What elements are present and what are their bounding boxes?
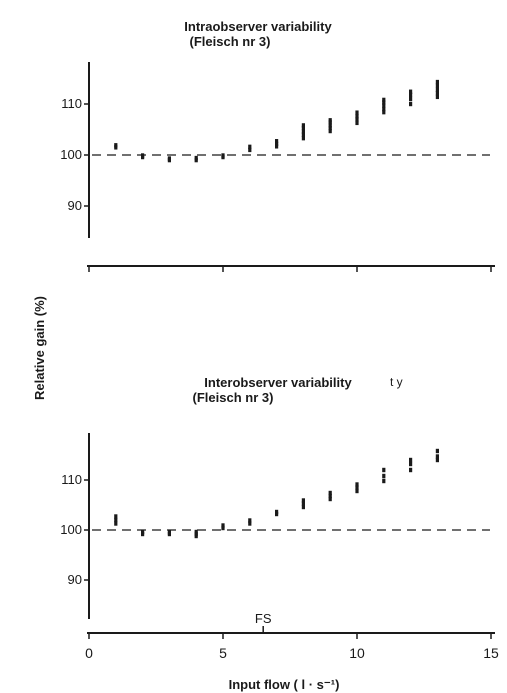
intraobserver-data-point: [382, 100, 386, 105]
x-tick-label: 15: [483, 645, 499, 661]
intraobserver-data-point: [328, 123, 332, 128]
intraobserver-y-tick-label: 90: [68, 198, 82, 213]
interobserver-data-point: [355, 488, 359, 494]
fs-label: FS: [255, 611, 272, 626]
intraobserver-data-point: [409, 92, 413, 98]
interobserver-y-tick-label: 110: [61, 472, 82, 487]
intraobserver-data-point: [194, 155, 198, 161]
interobserver-data-point: [114, 517, 118, 523]
intraobserver-data-point: [382, 97, 386, 103]
intraobserver-data-point: [435, 94, 439, 100]
intraobserver-data-point: [301, 125, 305, 131]
intraobserver-y-tick-label: 100: [60, 147, 82, 162]
intraobserver-data-point: [301, 129, 305, 134]
interobserver-data-point: [435, 454, 439, 459]
interobserver-y-tick-label: 100: [60, 522, 82, 537]
interobserver-data-point: [301, 501, 305, 506]
interobserver-points: [114, 448, 439, 539]
interobserver-data-point: [409, 461, 413, 467]
interobserver-x-ticks: [88, 633, 492, 639]
interobserver-data-point: [221, 523, 225, 528]
interobserver-data-point: [328, 493, 332, 499]
intraobserver-data-point: [355, 114, 359, 119]
intraobserver-data-point: [328, 128, 332, 134]
intraobserver-subtitle: (Fleisch nr 3): [190, 34, 271, 49]
intraobserver-data-point: [435, 91, 439, 96]
intraobserver-data-point: [382, 106, 386, 112]
interobserver-data-point: [301, 504, 305, 510]
interobserver-data-point: [248, 521, 252, 526]
interobserver-data-point: [382, 473, 386, 479]
intraobserver-points: [114, 79, 439, 163]
x-axis-label: Input flow ( l · s⁻¹): [229, 677, 340, 692]
intraobserver-data-point: [355, 120, 359, 126]
intraobserver-data-point: [409, 89, 413, 94]
x-tick-label: 0: [85, 645, 93, 661]
intraobserver-data-point: [382, 109, 386, 115]
interobserver-data-point: [382, 478, 386, 484]
intraobserver-data-point: [409, 96, 413, 102]
interobserver-data-point: [194, 529, 198, 535]
interobserver-data-point: [355, 482, 359, 487]
intraobserver-data-point: [435, 83, 439, 88]
intraobserver-data-point: [221, 153, 225, 158]
interobserver-data-point: [141, 529, 145, 535]
interobserver-data-point: [328, 490, 332, 496]
intraobserver-title: Intraobserver variability: [184, 19, 332, 34]
intraobserver-x-ticks: [88, 266, 492, 272]
intraobserver-data-point: [275, 141, 279, 146]
interobserver-data-point: [275, 509, 279, 515]
interobserver-panel: Interobserver variability t y (Fleisch n…: [60, 375, 499, 661]
intraobserver-data-point: [248, 144, 252, 150]
intraobserver-data-point: [435, 87, 439, 92]
intraobserver-y-ticks: 110 100 90: [60, 96, 89, 213]
interobserver-y-ticks: 110 100 90: [60, 472, 89, 587]
interobserver-data-point: [355, 485, 359, 490]
interobserver-title: Interobserver variability: [204, 375, 352, 390]
interobserver-data-point: [382, 467, 386, 473]
intraobserver-data-point: [435, 79, 439, 85]
intraobserver-data-point: [275, 139, 279, 144]
interobserver-data-point: [328, 496, 332, 502]
intraobserver-data-point: [328, 118, 332, 123]
interobserver-title-suffix: t y: [390, 375, 403, 389]
interobserver-data-point: [409, 467, 413, 473]
intraobserver-data-point: [248, 147, 252, 153]
intraobserver-data-point: [382, 103, 386, 108]
x-tick-labels: 0 5 10 15: [85, 645, 499, 661]
y-axis-label: Relative gain (%): [32, 296, 47, 400]
interobserver-data-point: [435, 457, 439, 463]
intraobserver-data-point: [301, 132, 305, 137]
interobserver-data-point: [435, 448, 439, 454]
interobserver-data-point: [409, 457, 413, 463]
interobserver-data-point: [248, 518, 252, 523]
interobserver-data-point: [167, 530, 171, 535]
interobserver-subtitle: (Fleisch nr 3): [193, 390, 274, 405]
intraobserver-y-tick-label: 110: [61, 96, 82, 111]
intraobserver-data-point: [141, 153, 145, 158]
intraobserver-data-point: [301, 123, 305, 128]
intraobserver-data-point: [355, 117, 359, 122]
intraobserver-data-point: [328, 125, 332, 131]
interobserver-y-tick-label: 90: [68, 572, 82, 587]
intraobserver-data-point: [114, 143, 118, 148]
intraobserver-data-point: [275, 144, 279, 149]
x-tick-label: 10: [349, 645, 365, 661]
interobserver-data-point: [114, 514, 118, 519]
intraobserver-data-point: [301, 135, 305, 141]
interobserver-data-point: [221, 525, 225, 531]
intraobserver-data-point: [355, 110, 359, 115]
intraobserver-data-point: [409, 101, 413, 107]
intraobserver-data-point: [167, 156, 171, 161]
interobserver-data-point: [301, 498, 305, 503]
intraobserver-panel: Intraobserver variability (Fleisch nr 3)…: [60, 19, 495, 272]
x-tick-label: 5: [219, 645, 227, 661]
interobserver-data-point: [114, 521, 118, 526]
